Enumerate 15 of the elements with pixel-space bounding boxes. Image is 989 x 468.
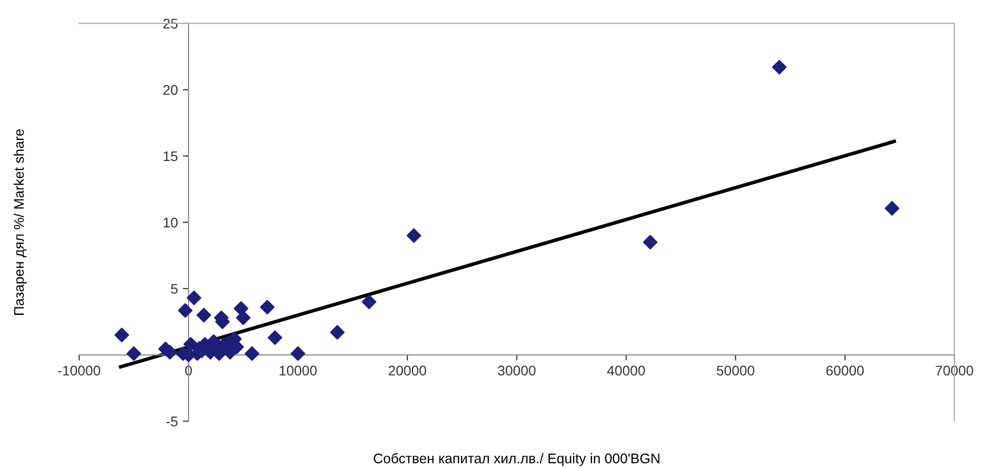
x-tick-label: 30000: [498, 366, 536, 376]
x-axis-title: Собствен капитал хил.лв./ Equity in 000'BGN: [374, 453, 660, 466]
y-tick-label: 5: [170, 284, 178, 294]
x-tick-label: 10000: [280, 366, 317, 376]
y-tick-label: 15: [164, 151, 178, 162]
x-tick-label: 70000: [936, 366, 974, 376]
y-tick-label: 20: [163, 85, 178, 95]
x-tick-label: 20000: [388, 366, 426, 376]
x-tick-label: -10000: [58, 366, 100, 376]
x-tick-label: 40000: [607, 366, 645, 376]
y-axis-title: Пазарен дял %/ Market share: [14, 129, 27, 315]
x-tick-label: 50000: [716, 366, 754, 376]
y-tick-label: 10: [164, 218, 178, 228]
y-tick-label: -5: [166, 416, 178, 426]
x-tick-label: 60000: [826, 366, 864, 376]
